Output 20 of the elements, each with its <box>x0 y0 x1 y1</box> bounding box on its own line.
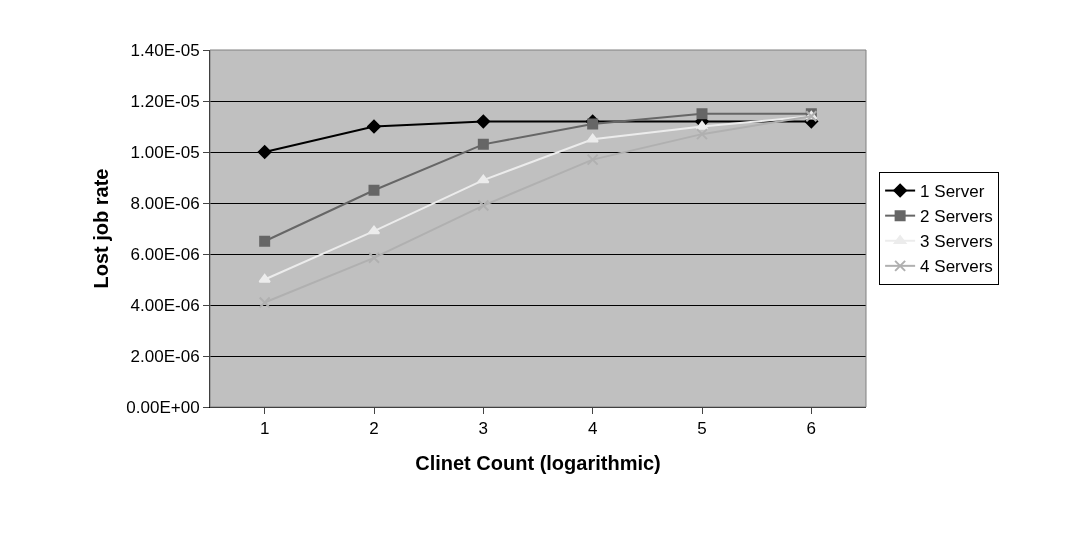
y-tick-label: 1.20E-05 <box>130 91 200 111</box>
y-tick-label: 0.00E+00 <box>126 397 200 417</box>
legend-label: 2 Servers <box>920 207 993 227</box>
x-tick-label: 6 <box>806 419 817 439</box>
y-tick-label: 1.00E-05 <box>130 142 200 162</box>
y-tick-label: 4.00E-06 <box>130 295 200 315</box>
y-tick-label: 8.00E-06 <box>130 193 200 213</box>
y-tick-label: 1.40E-05 <box>130 40 200 60</box>
legend-label: 3 Servers <box>920 232 993 252</box>
x-tick-label: 1 <box>259 419 270 439</box>
x-tick-label: 4 <box>587 419 598 439</box>
x-axis-title: Clinet Count (logarithmic) <box>415 451 661 474</box>
legend-label: 1 Server <box>920 182 985 202</box>
y-tick-label: 6.00E-06 <box>130 244 200 264</box>
y-tick-label: 2.00E-06 <box>130 346 200 366</box>
y-axis-title: Lost job rate <box>89 168 112 289</box>
x-tick-label: 5 <box>697 419 707 439</box>
x-tick-label: 2 <box>369 419 379 439</box>
legend-label: 4 Servers <box>920 257 993 277</box>
x-tick-label: 3 <box>478 419 489 439</box>
